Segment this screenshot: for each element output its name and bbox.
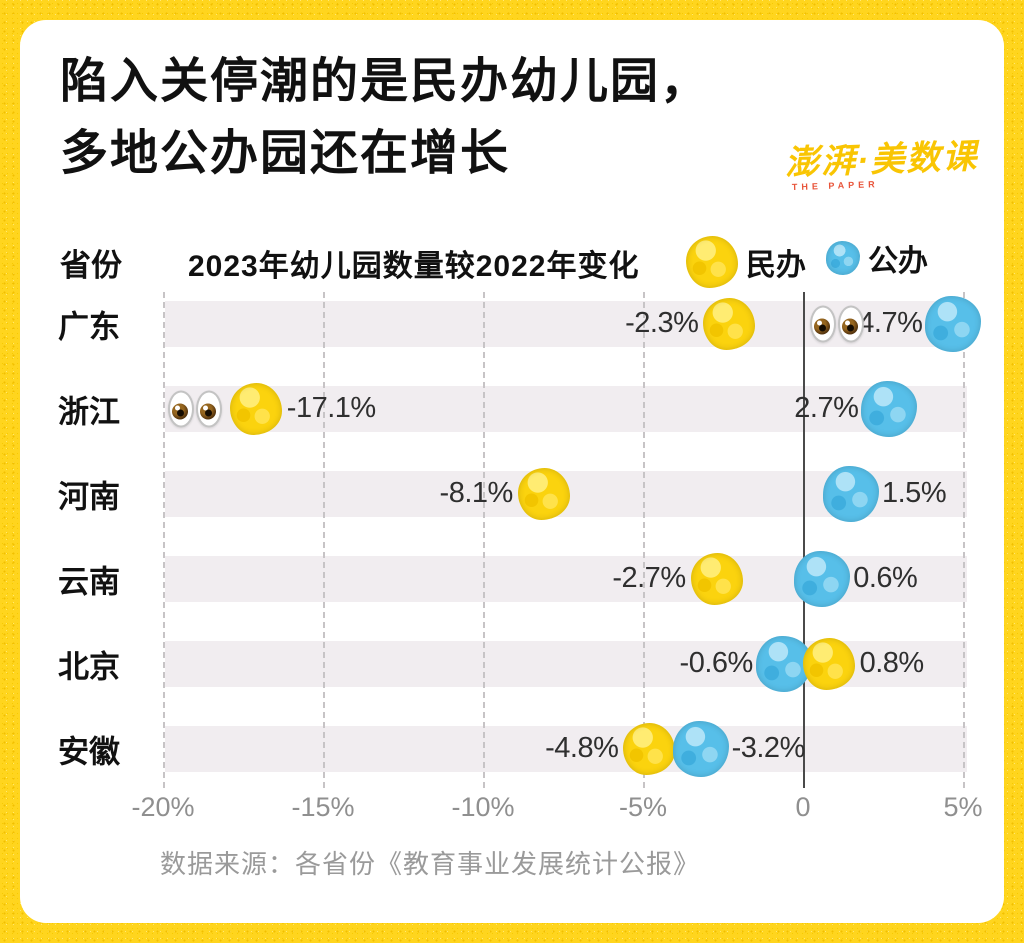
legend-dot-private-icon [686, 236, 738, 288]
title-line-2: 多地公办园还在增长 [60, 127, 511, 180]
value-label-河南-公办: 1.5% [882, 476, 947, 509]
value-label-广东-民办: -2.3% [625, 306, 699, 339]
legend-item-public: 公办 [826, 236, 928, 280]
row-label-安徽: 安徽 [58, 734, 120, 770]
brand-logo-text: 澎湃·美数课 [784, 137, 979, 183]
x-tick--20%: -20% [131, 792, 195, 822]
row-band-浙江 [165, 386, 967, 432]
dot-北京-民办 [802, 638, 855, 690]
x-tick-0: 0 [795, 792, 811, 822]
row-label-北京: 北京 [58, 649, 120, 685]
value-label-安徽-民办: -4.8% [545, 731, 619, 764]
dot-云南-公办 [794, 551, 851, 607]
data-source-note: 数据来源：各省份《教育事业发展统计公报》 [160, 849, 701, 879]
value-label-北京-公办: -0.6% [679, 646, 754, 679]
value-label-河南-民办: -8.1% [439, 476, 514, 509]
value-label-浙江-民办: -17.1% [286, 391, 376, 424]
page-title: 陷入关停潮的是民办幼儿园， 多地公办园还在增长 [60, 46, 710, 190]
x-tick-5%: 5% [943, 792, 983, 822]
row-label-广东: 广东 [58, 309, 120, 345]
value-label-安徽-公办: -3.2% [731, 731, 806, 764]
legend-dot-public-icon [826, 241, 860, 275]
brand-logo: 澎湃·美数课 THE PAPER [784, 129, 979, 193]
value-label-北京-民办: 0.8% [859, 646, 925, 679]
eye-pupil [172, 403, 188, 420]
dot-浙江-公办 [861, 381, 918, 437]
legend-item-private: 民办 [686, 236, 806, 288]
gridline--15% [323, 292, 325, 788]
column-header-province: 省份 [60, 248, 122, 283]
eye-icon [809, 305, 836, 343]
eye-pupil [200, 403, 216, 420]
dot-河南-民办 [517, 468, 570, 520]
title-line-1: 陷入关停潮的是民办幼儿园， [60, 55, 711, 108]
legend-label-public: 公办 [868, 245, 928, 278]
plot-area: -20% -15% -10% -5% 0 5% -2.3% 4.7% -17.1% 2.7% -8.… [131, 292, 983, 822]
chart-card: 陷入关停潮的是民办幼儿园， 多地公办园还在增长 澎湃·美数课 THE PAPER… [20, 20, 1004, 923]
dot-北京-公办 [755, 636, 812, 692]
dot-广东-民办 [703, 298, 756, 350]
value-label-广东-公办: 4.7% [858, 306, 923, 339]
dot-安徽-民办 [623, 723, 676, 775]
row-label-浙江: 浙江 [58, 394, 120, 430]
eyes-emoji-浙江 [168, 390, 222, 428]
eye-icon [196, 390, 222, 428]
legend-label-private: 民办 [746, 249, 806, 282]
value-label-云南-民办: -2.7% [612, 561, 686, 594]
eyes-emoji-广东 [809, 305, 864, 343]
value-label-云南-公办: 0.6% [853, 561, 918, 594]
gridline--5% [643, 292, 645, 788]
gridline--20% [163, 292, 165, 788]
gridline--10% [483, 292, 485, 788]
x-tick--5%: -5% [618, 792, 668, 822]
dot-河南-公办 [823, 466, 879, 522]
x-tick--10%: -10% [451, 792, 515, 822]
eye-icon [168, 390, 194, 428]
gridline-5% [963, 292, 965, 788]
row-band-安徽 [165, 726, 967, 772]
row-label-云南: 云南 [58, 564, 120, 600]
eye-icon [837, 305, 864, 343]
value-label-浙江-公办: 2.7% [794, 391, 859, 424]
gridline-0 [803, 292, 805, 788]
x-tick--15%: -15% [291, 792, 355, 822]
dot-云南-民办 [690, 553, 743, 605]
eye-pupil [841, 318, 858, 335]
chart-subtitle: 2023年幼儿园数量较2022年变化 [188, 250, 640, 283]
row-label-河南: 河南 [58, 479, 120, 515]
dot-安徽-公办 [672, 721, 729, 777]
eye-pupil [813, 318, 830, 335]
dot-广东-公办 [925, 296, 982, 352]
dot-浙江-民办 [229, 383, 282, 435]
